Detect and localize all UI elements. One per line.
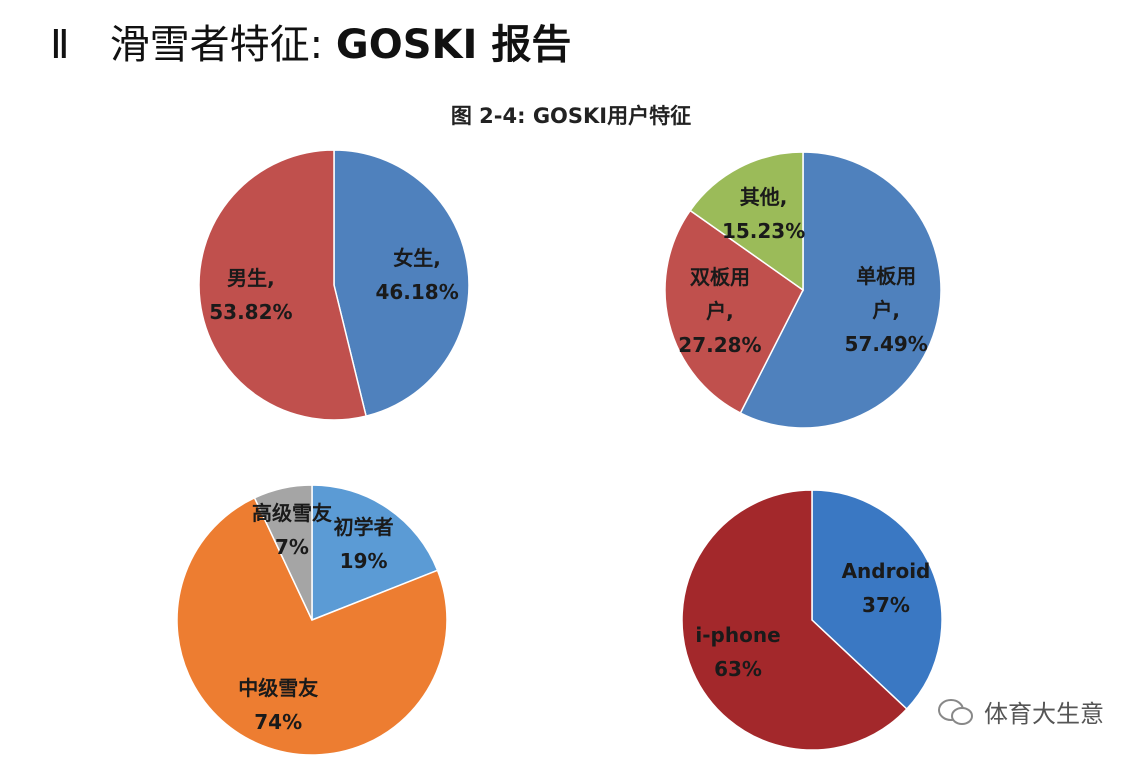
category-label: 高级雪友 bbox=[251, 501, 332, 526]
slice-label: 单板用户, 57.49% bbox=[845, 259, 928, 361]
value-label: 74% bbox=[254, 710, 303, 735]
value-label: 46.18% bbox=[375, 279, 459, 304]
category-label: 中级雪友 bbox=[238, 676, 319, 701]
category-label: Android bbox=[841, 558, 931, 583]
slice-label: 男生, 53.82% bbox=[209, 261, 292, 329]
pie-slice bbox=[689, 151, 804, 292]
slice-label: 高级雪友 7% bbox=[252, 496, 332, 564]
slice-label: i-phone 63% bbox=[695, 618, 780, 686]
value-label: 15.23% bbox=[721, 219, 806, 244]
category-label: 女生, bbox=[393, 245, 441, 270]
slice-label: 女生, 46.18% bbox=[375, 241, 458, 309]
slice-label: 中级雪友 74% bbox=[238, 671, 318, 739]
pie-slice bbox=[811, 489, 943, 711]
pie-slice bbox=[311, 484, 439, 622]
header-numeral: Ⅱ bbox=[50, 22, 70, 67]
category-label: 单板用户, bbox=[856, 263, 917, 322]
watermark-text: 体育大生意 bbox=[984, 700, 1104, 728]
slice-label: Android 37% bbox=[842, 554, 931, 622]
header: Ⅱ 滑雪者特征: GOSKI 报告 bbox=[50, 12, 571, 70]
pie-slice bbox=[664, 209, 804, 415]
category-label: 初学者 bbox=[333, 515, 394, 540]
category-label: 双板用户, bbox=[689, 264, 750, 323]
watermark: 体育大生意 bbox=[936, 694, 1104, 729]
value-label: 57.49% bbox=[844, 331, 928, 356]
wechat-icon bbox=[938, 698, 973, 725]
value-label: 19% bbox=[339, 549, 388, 574]
value-label: 53.82% bbox=[209, 300, 293, 325]
value-label: 63% bbox=[714, 657, 762, 681]
value-label: 37% bbox=[862, 592, 910, 617]
pie-slice bbox=[739, 151, 942, 429]
value-label: 27.28% bbox=[678, 332, 762, 357]
pie-slice bbox=[198, 149, 367, 421]
value-label: 7% bbox=[274, 535, 309, 560]
figure-title: 图 2-4: GOSKI用户特征 bbox=[450, 104, 692, 128]
header-title: 滑雪者特征: bbox=[109, 22, 324, 68]
slice-label: 双板用户, 27.28% bbox=[678, 260, 761, 362]
slice-label: 初学者 19% bbox=[334, 510, 394, 578]
category-label: 男生, bbox=[227, 266, 275, 291]
pie-slice bbox=[253, 484, 313, 621]
pie-slice bbox=[176, 496, 448, 756]
category-label: 其他, bbox=[739, 185, 788, 210]
header-title-bold: GOSKI 报告 bbox=[335, 22, 572, 68]
pie-slice bbox=[681, 489, 908, 751]
category-label: i-phone bbox=[695, 623, 781, 647]
pie-slice bbox=[333, 149, 470, 418]
slice-label: 其他, 15.23% bbox=[722, 180, 805, 248]
